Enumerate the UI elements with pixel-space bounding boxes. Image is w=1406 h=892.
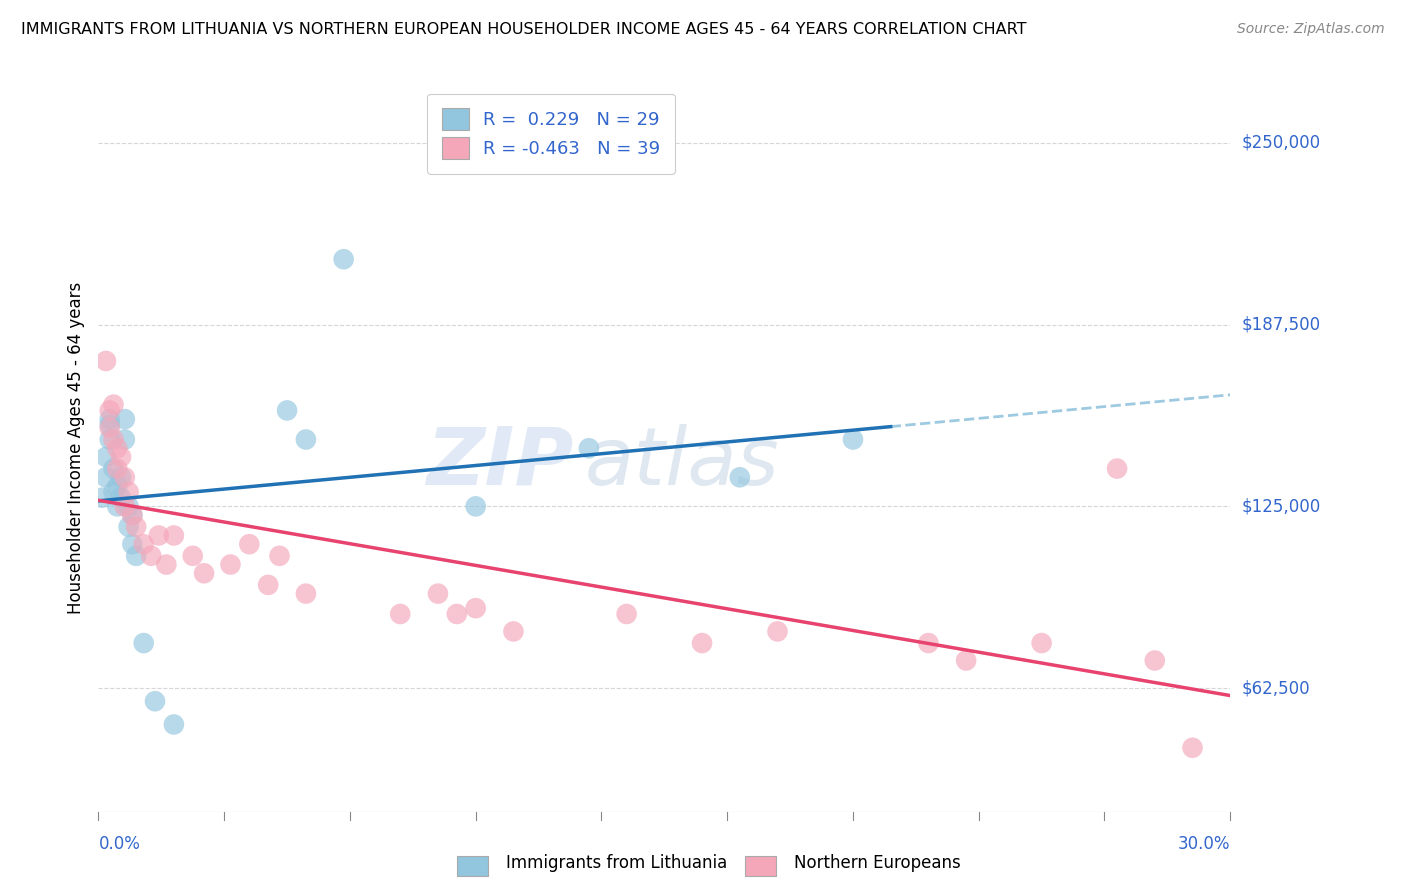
Text: Immigrants from Lithuania: Immigrants from Lithuania <box>506 855 727 872</box>
Point <box>114 433 136 447</box>
Point <box>276 403 298 417</box>
Point <box>91 491 114 505</box>
Point <box>132 636 155 650</box>
Point <box>917 636 939 650</box>
Point <box>257 578 280 592</box>
Point <box>163 717 186 731</box>
Point <box>103 461 125 475</box>
Text: ZIP: ZIP <box>426 424 574 502</box>
Point <box>464 601 486 615</box>
Y-axis label: Householder Income Ages 45 - 64 years: Householder Income Ages 45 - 64 years <box>66 282 84 615</box>
Text: $125,000: $125,000 <box>1241 498 1320 516</box>
Point <box>125 549 148 563</box>
Point <box>94 450 117 464</box>
Point <box>163 528 186 542</box>
Text: $187,500: $187,500 <box>1241 316 1320 334</box>
Point <box>105 479 128 493</box>
Point <box>117 500 139 514</box>
Point <box>103 433 125 447</box>
Point <box>766 624 789 639</box>
Point <box>98 412 121 426</box>
Point <box>121 508 143 522</box>
Point <box>842 433 865 447</box>
Point <box>103 398 125 412</box>
Point <box>141 549 163 563</box>
Point <box>117 484 139 499</box>
Text: atlas: atlas <box>585 424 780 502</box>
Point <box>98 433 121 447</box>
Text: 30.0%: 30.0% <box>1178 835 1230 853</box>
Point <box>105 461 128 475</box>
Point <box>238 537 260 551</box>
Point <box>690 636 713 650</box>
Point <box>1031 636 1053 650</box>
Point <box>121 537 143 551</box>
Point <box>269 549 291 563</box>
Point <box>389 607 412 621</box>
Point <box>110 491 132 505</box>
Point <box>94 470 117 484</box>
Point <box>114 500 136 514</box>
Point <box>332 252 354 267</box>
Point <box>616 607 638 621</box>
Text: Source: ZipAtlas.com: Source: ZipAtlas.com <box>1237 22 1385 37</box>
Text: $250,000: $250,000 <box>1241 134 1320 152</box>
Text: Northern Europeans: Northern Europeans <box>794 855 962 872</box>
Point <box>132 537 155 551</box>
Legend: R =  0.229   N = 29, R = -0.463   N = 39: R = 0.229 N = 29, R = -0.463 N = 39 <box>427 94 675 174</box>
Point <box>155 558 177 572</box>
Point <box>219 558 242 572</box>
Point <box>94 354 117 368</box>
Text: 0.0%: 0.0% <box>98 835 141 853</box>
Point <box>427 587 450 601</box>
Point <box>578 442 600 455</box>
Point <box>125 520 148 534</box>
Point <box>1143 653 1166 667</box>
Point <box>728 470 751 484</box>
Point <box>955 653 977 667</box>
Point <box>110 470 132 484</box>
Text: IMMIGRANTS FROM LITHUANIA VS NORTHERN EUROPEAN HOUSEHOLDER INCOME AGES 45 - 64 Y: IMMIGRANTS FROM LITHUANIA VS NORTHERN EU… <box>21 22 1026 37</box>
Text: $62,500: $62,500 <box>1241 679 1310 698</box>
Point <box>121 508 143 522</box>
Point <box>1181 740 1204 755</box>
Point <box>1107 461 1129 475</box>
Point <box>464 500 486 514</box>
Point <box>117 520 139 534</box>
Point <box>148 528 170 542</box>
Point <box>110 450 132 464</box>
Point <box>446 607 468 621</box>
Point <box>295 587 318 601</box>
Point <box>105 442 128 455</box>
Point <box>98 417 121 432</box>
Point <box>295 433 318 447</box>
Point <box>98 421 121 435</box>
Point <box>181 549 204 563</box>
Point <box>143 694 166 708</box>
Point <box>105 500 128 514</box>
Point <box>114 470 136 484</box>
Point <box>103 484 125 499</box>
Point <box>98 403 121 417</box>
Point <box>502 624 524 639</box>
Point <box>114 412 136 426</box>
Point <box>193 566 215 581</box>
